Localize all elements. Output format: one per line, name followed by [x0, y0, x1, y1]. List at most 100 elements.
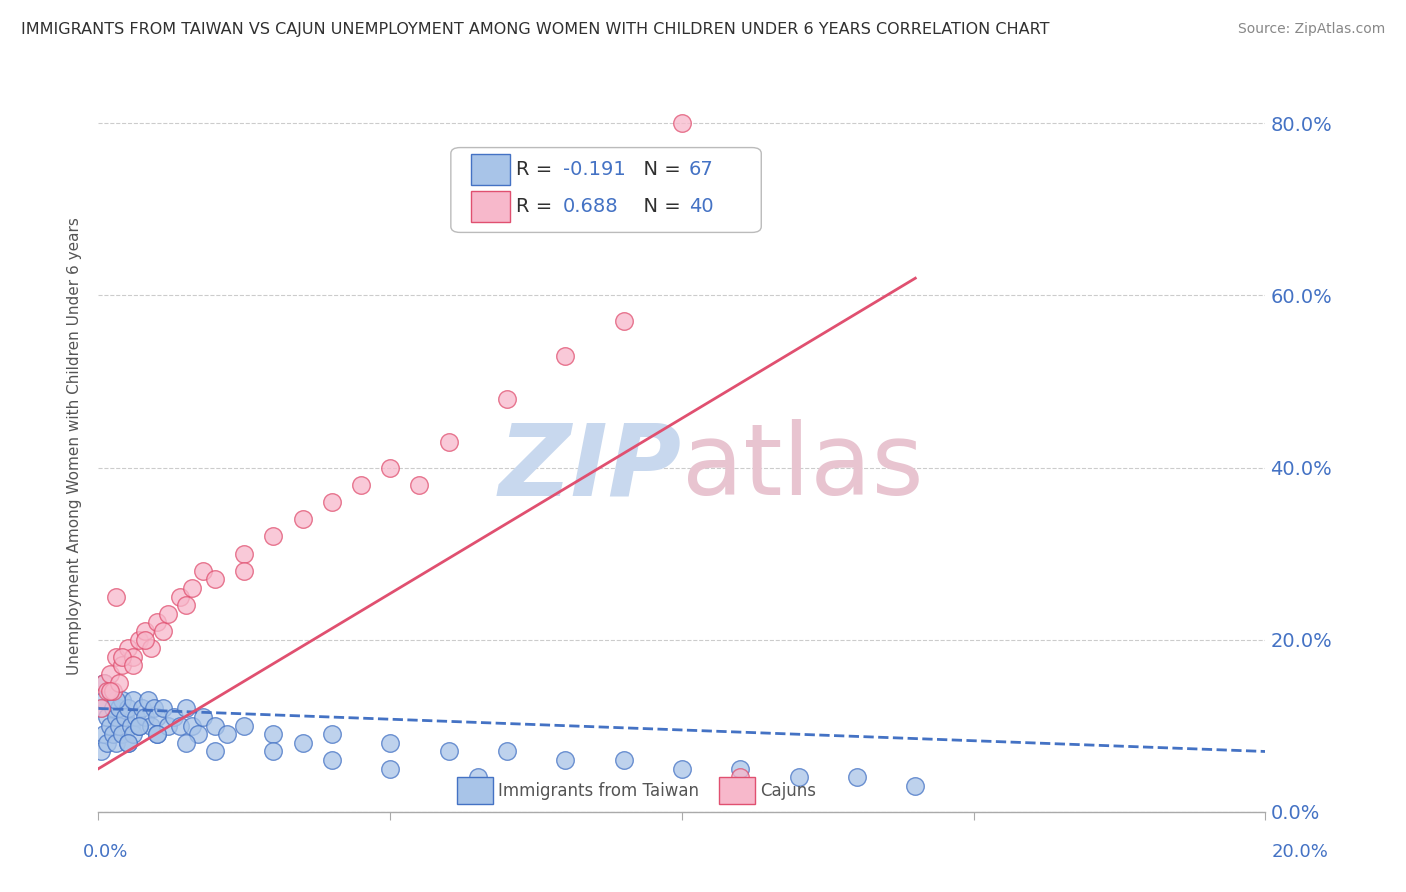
- Point: [174, 598, 197, 612]
- Point: [128, 632, 150, 647]
- Point: [128, 719, 150, 733]
- Point: [152, 624, 174, 638]
- Text: ZIP: ZIP: [499, 419, 682, 516]
- Point: [96, 710, 118, 724]
- Text: -0.191: -0.191: [562, 160, 626, 179]
- Point: [408, 477, 430, 491]
- Point: [108, 701, 131, 715]
- FancyBboxPatch shape: [451, 147, 761, 233]
- Text: atlas: atlas: [682, 419, 924, 516]
- Text: 40: 40: [689, 197, 713, 217]
- Point: [321, 727, 343, 741]
- Point: [104, 736, 127, 750]
- Text: N =: N =: [630, 160, 686, 179]
- Point: [93, 675, 115, 690]
- Point: [730, 770, 752, 784]
- Point: [96, 736, 118, 750]
- Point: [104, 590, 127, 604]
- Point: [193, 710, 215, 724]
- Text: Immigrants from Taiwan: Immigrants from Taiwan: [498, 781, 699, 799]
- Point: [90, 744, 112, 758]
- Point: [98, 684, 121, 698]
- Point: [114, 710, 136, 724]
- Point: [380, 460, 402, 475]
- Text: R =: R =: [516, 197, 558, 217]
- Point: [120, 719, 142, 733]
- Point: [554, 753, 576, 767]
- Point: [111, 727, 134, 741]
- Point: [104, 649, 127, 664]
- Point: [117, 701, 139, 715]
- Y-axis label: Unemployment Among Women with Children Under 6 years: Unemployment Among Women with Children U…: [67, 217, 83, 675]
- Text: 0.688: 0.688: [562, 197, 619, 217]
- Point: [321, 753, 343, 767]
- Point: [174, 701, 197, 715]
- Point: [122, 727, 145, 741]
- Point: [98, 719, 121, 733]
- Point: [157, 719, 180, 733]
- Point: [496, 744, 519, 758]
- Text: Source: ZipAtlas.com: Source: ZipAtlas.com: [1237, 22, 1385, 37]
- Point: [233, 564, 256, 578]
- Text: Cajuns: Cajuns: [761, 781, 815, 799]
- Point: [93, 693, 115, 707]
- Point: [380, 762, 402, 776]
- Point: [131, 701, 153, 715]
- Point: [263, 529, 285, 543]
- Point: [730, 762, 752, 776]
- FancyBboxPatch shape: [457, 777, 494, 804]
- Point: [350, 477, 373, 491]
- Point: [101, 684, 124, 698]
- Point: [291, 512, 314, 526]
- Point: [233, 719, 256, 733]
- Point: [111, 658, 134, 673]
- Point: [104, 693, 127, 707]
- Point: [263, 727, 285, 741]
- Text: 67: 67: [689, 160, 714, 179]
- Point: [139, 641, 162, 656]
- Point: [93, 675, 115, 690]
- Point: [904, 779, 927, 793]
- Point: [117, 641, 139, 656]
- Point: [496, 392, 519, 406]
- Point: [142, 701, 165, 715]
- Point: [169, 590, 191, 604]
- Point: [193, 564, 215, 578]
- Point: [111, 649, 134, 664]
- Point: [263, 744, 285, 758]
- Point: [787, 770, 810, 784]
- Point: [125, 710, 148, 724]
- Point: [93, 727, 115, 741]
- Point: [101, 701, 124, 715]
- Point: [554, 349, 576, 363]
- Point: [108, 675, 131, 690]
- Point: [321, 495, 343, 509]
- FancyBboxPatch shape: [720, 777, 755, 804]
- Point: [111, 693, 134, 707]
- Point: [98, 684, 121, 698]
- Point: [104, 710, 127, 724]
- Point: [157, 607, 180, 621]
- Point: [146, 727, 169, 741]
- Point: [108, 719, 131, 733]
- Point: [98, 667, 121, 681]
- Text: R =: R =: [516, 160, 558, 179]
- Point: [187, 727, 209, 741]
- Point: [437, 434, 460, 449]
- Point: [174, 736, 197, 750]
- Point: [101, 727, 124, 741]
- Point: [233, 547, 256, 561]
- Point: [204, 719, 226, 733]
- Point: [122, 658, 145, 673]
- Point: [90, 701, 112, 715]
- Point: [437, 744, 460, 758]
- Point: [180, 581, 202, 595]
- Point: [139, 719, 162, 733]
- Point: [846, 770, 869, 784]
- Point: [204, 744, 226, 758]
- Point: [467, 770, 489, 784]
- Point: [134, 710, 156, 724]
- Point: [146, 615, 169, 630]
- Point: [152, 701, 174, 715]
- Point: [96, 684, 118, 698]
